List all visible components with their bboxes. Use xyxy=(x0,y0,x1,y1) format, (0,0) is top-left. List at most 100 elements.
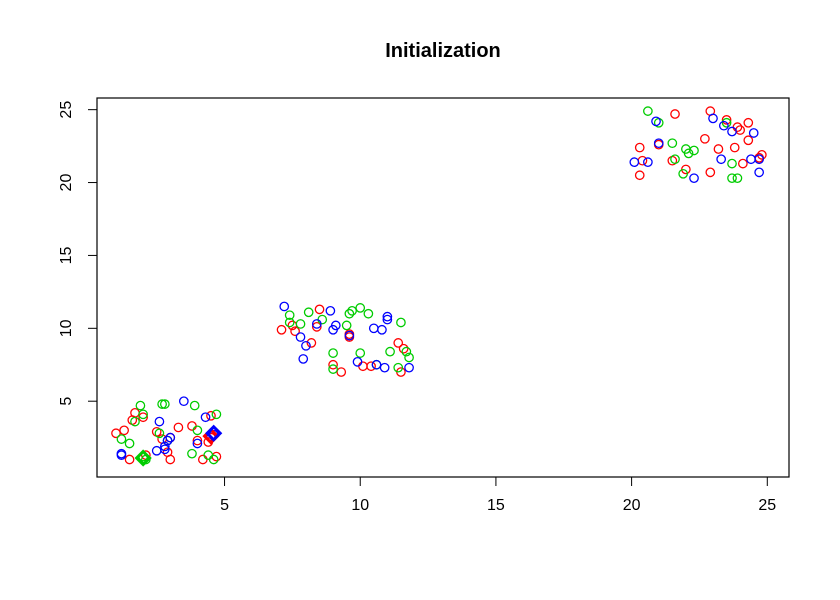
data-point-green xyxy=(667,138,678,149)
data-point-blue xyxy=(200,412,211,423)
data-point-blue xyxy=(352,356,363,367)
data-point-blue xyxy=(382,311,393,322)
data-point-blue xyxy=(719,120,729,131)
data-point-red xyxy=(705,167,716,178)
data-point-blue xyxy=(629,157,640,167)
data-point-red xyxy=(743,117,754,128)
data-point-blue xyxy=(368,323,379,334)
data-point-red xyxy=(398,343,409,354)
data-point-red xyxy=(119,425,129,436)
y-tick-label: 25 xyxy=(58,101,75,119)
data-point-green xyxy=(284,317,295,328)
data-point-blue xyxy=(379,362,390,373)
data-point-blue xyxy=(754,167,764,178)
data-point-green xyxy=(211,409,222,420)
data-point-green xyxy=(721,117,732,128)
data-point-blue xyxy=(746,154,756,165)
data-point-blue xyxy=(404,362,414,373)
data-point-green xyxy=(192,425,203,436)
data-point-blue xyxy=(311,319,322,329)
data-point-blue xyxy=(708,113,718,124)
chart-title: Initialization xyxy=(385,40,501,62)
y-tick-label: 5 xyxy=(58,397,75,406)
data-point-green xyxy=(341,320,352,331)
data-point-blue xyxy=(154,416,165,427)
data-point-green xyxy=(355,348,366,358)
data-point-red xyxy=(637,155,648,166)
data-point-green xyxy=(328,364,338,374)
data-point-blue xyxy=(748,128,759,138)
data-point-blue xyxy=(116,450,127,460)
data-point-green xyxy=(670,154,680,165)
center-marker-green xyxy=(134,449,152,467)
data-point-red xyxy=(192,435,203,446)
data-point-red xyxy=(670,109,680,119)
data-point-green xyxy=(189,400,200,411)
data-point-green xyxy=(396,317,406,328)
data-point-green xyxy=(303,307,314,318)
data-point-green xyxy=(138,409,148,420)
data-point-green xyxy=(401,346,412,357)
data-point-blue xyxy=(653,138,664,149)
data-point-blue xyxy=(689,173,699,184)
data-point-green xyxy=(328,348,338,358)
data-point-green xyxy=(385,346,395,357)
data-point-red xyxy=(165,454,176,465)
y-axis: 5 10 15 20 25 xyxy=(58,101,98,406)
data-point-green xyxy=(284,310,295,321)
data-point-blue xyxy=(178,396,189,407)
data-point-blue xyxy=(716,154,727,165)
data-point-green xyxy=(732,173,743,184)
data-point-blue xyxy=(382,314,393,325)
data-point-green xyxy=(678,168,689,179)
data-point-green xyxy=(643,106,653,116)
data-point-red xyxy=(336,367,347,377)
data-point-blue xyxy=(325,305,336,316)
data-point-red xyxy=(138,412,148,423)
x-axis: 5 10 15 20 25 xyxy=(220,476,776,514)
data-point-blue xyxy=(377,324,387,335)
data-point-blue xyxy=(651,116,661,127)
data-point-red xyxy=(187,421,197,431)
data-point-green xyxy=(727,158,737,169)
data-point-blue xyxy=(192,438,203,449)
x-tick-label: 5 xyxy=(220,497,229,514)
data-point-blue xyxy=(754,154,764,165)
data-point-blue xyxy=(159,441,170,452)
data-point-red xyxy=(306,338,317,348)
data-point-green xyxy=(159,399,170,409)
centers-layer xyxy=(134,424,223,467)
x-tick-label: 10 xyxy=(351,497,369,514)
x-tick-label: 15 xyxy=(487,497,505,514)
x-tick-label: 20 xyxy=(623,497,641,514)
data-point-red xyxy=(290,326,300,337)
data-point-green xyxy=(683,148,694,159)
data-point-red xyxy=(358,361,368,372)
data-point-red xyxy=(713,144,724,154)
x-tick-label: 25 xyxy=(758,497,776,514)
data-point-red xyxy=(721,115,732,125)
data-point-green xyxy=(135,400,146,411)
data-point-red xyxy=(366,361,376,372)
data-point-green xyxy=(347,305,357,316)
data-point-blue xyxy=(295,332,306,342)
data-point-red xyxy=(206,410,216,421)
data-point-green xyxy=(130,416,140,427)
data-point-blue xyxy=(643,157,653,167)
y-tick-label: 20 xyxy=(58,174,75,192)
data-point-green xyxy=(116,434,127,444)
data-point-red xyxy=(124,454,135,465)
data-point-green xyxy=(363,308,374,319)
data-point-green xyxy=(393,362,404,373)
data-point-green xyxy=(404,352,414,363)
data-point-green xyxy=(355,303,366,313)
data-point-green xyxy=(203,450,214,460)
data-point-green xyxy=(154,428,165,439)
data-point-blue xyxy=(371,359,382,370)
data-point-blue xyxy=(301,340,311,351)
center-marker-blue xyxy=(205,424,223,442)
data-point-blue xyxy=(727,126,737,137)
data-point-green xyxy=(295,319,306,329)
data-point-red xyxy=(130,408,140,418)
